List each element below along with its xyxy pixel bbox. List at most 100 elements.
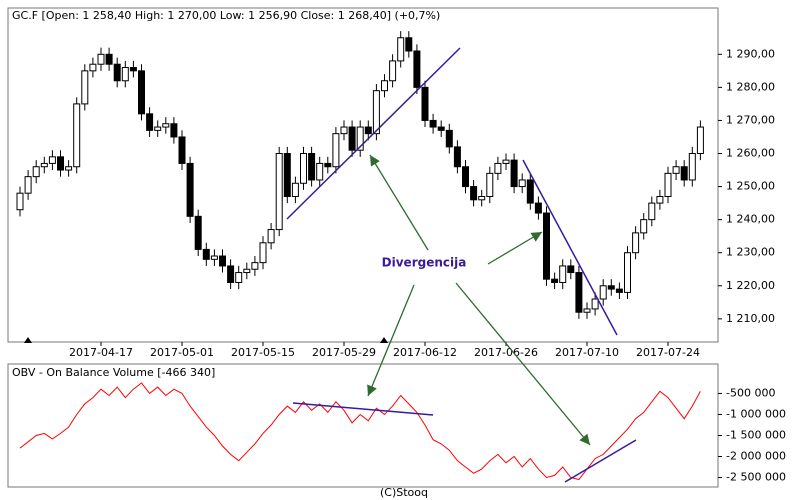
candle-body (453, 146, 461, 168)
candle-body (559, 265, 567, 283)
arrows (367, 154, 591, 446)
candle-body (251, 262, 259, 270)
y-tick-label: -1 000 000 (726, 407, 786, 420)
x-tick-label: 2017-07-10 (555, 346, 619, 359)
candle-body (210, 255, 218, 260)
candle-body (421, 86, 429, 121)
candle-body (48, 156, 56, 164)
candle-body (470, 186, 478, 201)
candle-body (202, 248, 210, 260)
candle-body (696, 126, 704, 155)
candle-body (267, 229, 275, 244)
candle-body (291, 182, 299, 197)
candle-body (502, 159, 510, 164)
y-tick-label: 1 210,00 (726, 312, 775, 325)
candle-body (324, 162, 332, 168)
arrow (487, 231, 543, 265)
x-tick-label: 2017-05-15 (231, 346, 295, 359)
arrow (367, 284, 415, 397)
arrow (455, 282, 591, 446)
candle-body (372, 90, 380, 135)
candle-body (462, 166, 469, 188)
x-tick-label: 2017-05-29 (312, 346, 376, 359)
candle-body (624, 252, 631, 293)
candle-body (648, 202, 656, 221)
candle-body (259, 242, 267, 264)
candle-body (162, 123, 170, 128)
candle-body (437, 126, 445, 131)
candle-body (283, 153, 291, 197)
candle-body (24, 176, 32, 194)
candle-body (235, 272, 243, 283)
x-tick-label: 2017-04-17 (69, 346, 133, 359)
candle-body (429, 119, 437, 128)
candle-body (227, 265, 235, 283)
y-tick-label: -2 000 000 (726, 450, 786, 463)
candle-body (413, 50, 421, 88)
candle-body (57, 156, 64, 171)
candle-body (194, 215, 202, 250)
candle-body (599, 285, 607, 300)
candle-body (575, 272, 583, 313)
candle-body (40, 162, 48, 168)
candle-body (664, 172, 672, 197)
y-tick-label: -500 000 (726, 386, 775, 399)
candle-body (656, 195, 664, 204)
candle-body (356, 126, 364, 151)
y-tick-label: 1 240,00 (726, 213, 775, 226)
candle-body (316, 162, 324, 181)
y-tick-label: 1 290,00 (726, 47, 775, 60)
candle-body (688, 153, 696, 181)
candle-body (486, 172, 494, 197)
y-tick-label: 1 260,00 (726, 147, 775, 160)
candle-body (113, 63, 121, 82)
candle-body (526, 179, 534, 204)
candle-body (672, 166, 680, 174)
candle-body (300, 153, 307, 184)
candle-body (615, 288, 623, 293)
candle-body (154, 126, 162, 131)
candle-body (81, 70, 89, 105)
candle-body (518, 179, 526, 188)
candle-body (129, 67, 137, 72)
candle-body (16, 192, 24, 211)
x-tick-label: 2017-05-01 (150, 346, 214, 359)
candle-body (591, 298, 599, 310)
candle-body (340, 126, 348, 135)
obv-panel (7, 363, 719, 488)
candle-body (178, 136, 186, 164)
x-tick-label: 2017-06-12 (393, 346, 457, 359)
candle-body (308, 153, 316, 181)
candle-body (567, 265, 575, 274)
candle-body (32, 166, 40, 178)
obv-title: OBV - On Balance Volume [-466 340] (12, 366, 215, 379)
footer: (C)Stooq (380, 486, 428, 499)
y-tick-label: 1 250,00 (726, 180, 775, 193)
candle-body (170, 123, 178, 138)
candle-body (534, 202, 542, 214)
candle-body (146, 113, 154, 131)
candle-body (105, 53, 113, 65)
candle-body (607, 285, 615, 290)
candle-body (138, 70, 145, 115)
y-tick-label: -2 500 000 (726, 471, 786, 484)
y-tick-label: -1 500 000 (726, 428, 786, 441)
trend-line (522, 159, 618, 336)
candle-body (680, 166, 688, 181)
candle-body (494, 162, 502, 174)
candle-body (381, 80, 388, 92)
candle-body (89, 63, 97, 72)
candle-body (397, 37, 405, 62)
x-tick-label: 2017-07-24 (636, 346, 700, 359)
candle-body (348, 126, 356, 151)
candle-body (97, 53, 105, 65)
y-tick-label: 1 220,00 (726, 279, 775, 292)
trend-line (292, 402, 434, 416)
annotation: Divergencija (382, 256, 467, 270)
candle-body (243, 268, 251, 274)
price-panel (7, 7, 719, 343)
candle-body (219, 255, 226, 267)
candle-body (543, 212, 550, 280)
